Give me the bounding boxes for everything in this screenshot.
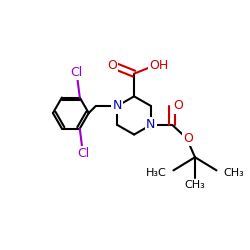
Text: N: N xyxy=(146,118,156,132)
Text: O: O xyxy=(183,132,193,145)
Text: OH: OH xyxy=(150,59,169,72)
Text: O: O xyxy=(173,100,183,112)
Text: Cl: Cl xyxy=(70,66,82,79)
Text: CH₃: CH₃ xyxy=(184,180,205,190)
Text: Cl: Cl xyxy=(77,147,90,160)
Text: O: O xyxy=(107,59,117,72)
Text: CH₃: CH₃ xyxy=(224,168,244,178)
Text: H₃C: H₃C xyxy=(146,168,166,178)
Text: N: N xyxy=(113,100,122,112)
